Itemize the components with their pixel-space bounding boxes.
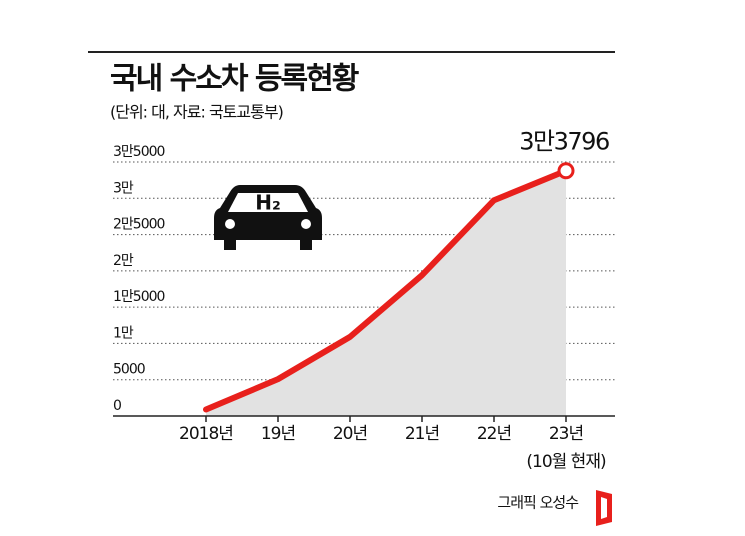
x-tick-label: 19년 — [261, 424, 295, 444]
chart-title: 국내 수소차 등록현황 — [110, 62, 359, 97]
y-tick-label: 3만 — [113, 180, 134, 196]
x-note: (10월 현재) — [526, 452, 606, 472]
y-tick-label: 5000 — [113, 362, 145, 378]
credit: 그래픽 오성수 — [497, 494, 578, 512]
chart-subtitle: (단위: 대, 자료: 국토교통부) — [110, 103, 283, 122]
credit-icon — [596, 490, 612, 526]
x-tick-label: 20년 — [333, 424, 367, 444]
y-tick-label: 1만 — [113, 325, 134, 341]
icon-label: H₂ — [255, 191, 281, 215]
x-tick-label: 22년 — [477, 424, 511, 444]
area — [206, 170, 566, 416]
y-tick-label: 2만 — [113, 253, 134, 269]
x-tick-label: 23년 — [549, 424, 583, 444]
y-tick-label: 1만5000 — [113, 289, 165, 305]
x-tick-label: 2018년 — [179, 424, 233, 444]
car-icon: H₂ — [214, 185, 322, 250]
y-tick-label: 2만5000 — [113, 217, 165, 233]
value-label: 3만3796 — [519, 128, 609, 156]
y-tick-label: 0 — [113, 398, 121, 414]
line — [203, 167, 569, 413]
end-marker — [557, 162, 575, 180]
x-tick-label: 21년 — [405, 424, 439, 444]
y-tick-label: 3만5000 — [113, 144, 165, 160]
